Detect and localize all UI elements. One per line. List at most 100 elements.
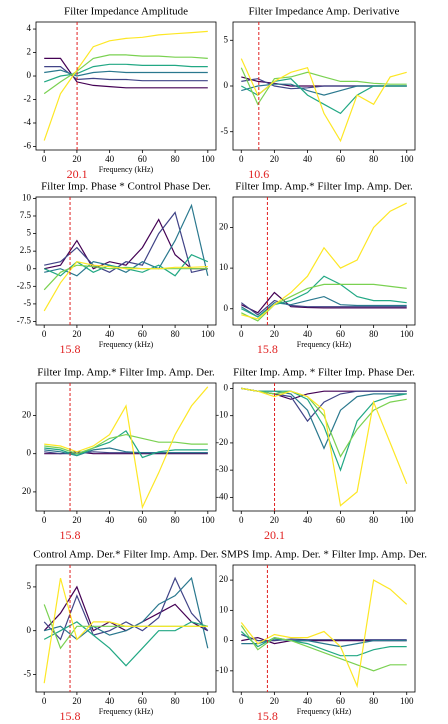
y-tick-label: -2.5 bbox=[17, 280, 32, 290]
y-tick-label: 0 bbox=[224, 80, 229, 90]
y-tick-label: -4 bbox=[24, 117, 32, 127]
y-tick-label: -5 bbox=[221, 126, 229, 136]
x-tick-label: 20 bbox=[270, 696, 280, 706]
series-line bbox=[43, 261, 208, 312]
x-tick-label: 80 bbox=[369, 515, 379, 525]
y-tick-label: -20 bbox=[216, 437, 228, 447]
y-tick-label: 2 bbox=[27, 47, 32, 57]
threshold-label: 15.8 bbox=[60, 709, 81, 723]
threshold-label: 20.1 bbox=[264, 528, 285, 542]
x-tick-label: 100 bbox=[400, 515, 414, 525]
y-tick-label: 20 bbox=[219, 574, 229, 584]
x-tick-label: 100 bbox=[400, 696, 414, 706]
x-tick-label: 80 bbox=[369, 696, 379, 706]
y-tick-label: 5 bbox=[27, 228, 32, 238]
axes-frame bbox=[35, 21, 217, 151]
series-line bbox=[241, 291, 407, 314]
x-tick-label: 60 bbox=[336, 329, 346, 339]
y-tick-label: 10 bbox=[219, 604, 229, 614]
x-tick-label: 0 bbox=[42, 515, 47, 525]
axes-frame bbox=[232, 564, 416, 693]
chart-title: Filter Imp. Amp.* Filter Imp. Amp. Der. bbox=[235, 181, 413, 193]
x-tick-label: 0 bbox=[42, 696, 47, 706]
x-tick-label: 60 bbox=[336, 515, 346, 525]
series-line bbox=[240, 295, 407, 318]
chart-title: Filter Imp. Phase * Control Phase Der. bbox=[41, 181, 211, 193]
y-tick-label: 20 bbox=[22, 486, 32, 496]
chart-title: Filter Imp. Amp.* Filter Imp. Amp. Der. bbox=[37, 367, 215, 379]
series-line bbox=[43, 264, 208, 291]
threshold-label: 15.8 bbox=[60, 342, 81, 356]
series-line bbox=[240, 58, 407, 143]
x-tick-label: 40 bbox=[105, 696, 115, 706]
x-tick-label: 40 bbox=[105, 515, 115, 525]
x-tick-label: 40 bbox=[105, 154, 115, 164]
x-tick-label: 0 bbox=[239, 154, 244, 164]
series-line bbox=[241, 387, 407, 458]
axes-frame bbox=[35, 564, 217, 693]
x-tick-label: 20 bbox=[270, 515, 280, 525]
y-tick-label: -5 bbox=[24, 669, 32, 679]
series-line bbox=[241, 202, 407, 320]
y-tick-label: 2.5 bbox=[20, 245, 32, 255]
x-tick-label: 20 bbox=[72, 329, 82, 339]
series-line bbox=[44, 433, 208, 455]
x-tick-label: 20 bbox=[72, 696, 82, 706]
series-line bbox=[43, 621, 208, 667]
threshold-label: 10.6 bbox=[248, 167, 269, 181]
x-tick-label: 100 bbox=[400, 329, 414, 339]
y-tick-label: 0 bbox=[224, 303, 229, 313]
y-tick-label: 5 bbox=[27, 581, 32, 591]
y-tick-label: 5 bbox=[224, 34, 229, 44]
x-tick-label: 20 bbox=[270, 154, 280, 164]
x-tick-label: 60 bbox=[138, 696, 148, 706]
chart-title: Control Amp. Der.* Filter Imp. Amp. Der. bbox=[33, 549, 219, 561]
x-tick-label: 100 bbox=[201, 696, 215, 706]
x-tick-label: 80 bbox=[171, 696, 181, 706]
x-tick-label: 40 bbox=[303, 329, 313, 339]
threshold-label: 15.8 bbox=[257, 709, 278, 723]
x-tick-label: 40 bbox=[105, 329, 115, 339]
series-line bbox=[44, 218, 208, 270]
chart-title: Filter Impedance Amplitude bbox=[64, 6, 188, 18]
y-tick-label: -40 bbox=[216, 491, 228, 501]
x-axis-label: Frequency (kHz) bbox=[99, 340, 154, 349]
series-line bbox=[44, 386, 209, 510]
x-tick-label: 100 bbox=[201, 329, 215, 339]
series-line bbox=[43, 54, 208, 95]
series-line bbox=[44, 429, 208, 459]
x-tick-label: 0 bbox=[239, 515, 244, 525]
y-tick-label: 0 bbox=[27, 448, 32, 458]
y-tick-label: 10 bbox=[219, 262, 229, 272]
x-tick-label: 100 bbox=[201, 515, 215, 525]
y-tick-label: 20 bbox=[22, 410, 32, 420]
threshold-label: 15.8 bbox=[60, 528, 81, 542]
y-tick-label: 4 bbox=[27, 23, 32, 33]
y-tick-label: -5 bbox=[24, 298, 32, 308]
x-tick-label: 100 bbox=[400, 154, 414, 164]
x-axis-label: Frequency (kHz) bbox=[99, 165, 154, 174]
series-line bbox=[240, 631, 407, 657]
series-line bbox=[240, 625, 407, 672]
x-tick-label: 80 bbox=[171, 515, 181, 525]
x-tick-label: 40 bbox=[303, 515, 313, 525]
series-line bbox=[43, 30, 208, 141]
series-line bbox=[44, 211, 208, 274]
series-line bbox=[241, 387, 407, 450]
x-axis-label: Frequency (kHz) bbox=[297, 340, 352, 349]
axes-frame bbox=[232, 196, 416, 326]
x-tick-label: 80 bbox=[171, 154, 181, 164]
x-tick-label: 0 bbox=[42, 329, 47, 339]
chart-title: Filter Imp. Amp. * Filter Imp. Phase Der… bbox=[233, 367, 415, 379]
x-tick-label: 80 bbox=[171, 329, 181, 339]
y-tick-label: 0 bbox=[27, 263, 32, 273]
series-line bbox=[240, 67, 407, 106]
y-tick-label: 0 bbox=[27, 70, 32, 80]
axes-frame bbox=[232, 382, 416, 512]
x-tick-label: 0 bbox=[239, 696, 244, 706]
chart-title: Filter Impedance Amp. Derivative bbox=[249, 6, 400, 18]
x-tick-label: 60 bbox=[336, 696, 346, 706]
axes-frame bbox=[35, 382, 217, 512]
series-line bbox=[241, 387, 407, 472]
